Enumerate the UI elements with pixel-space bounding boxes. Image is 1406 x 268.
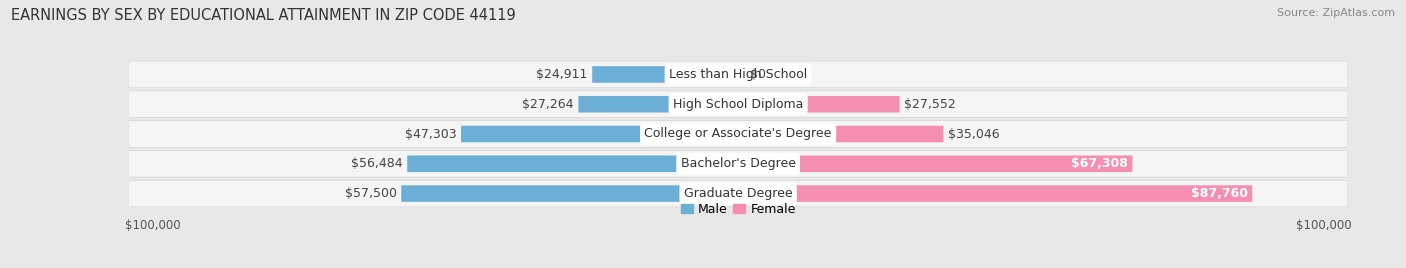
FancyBboxPatch shape — [461, 126, 738, 142]
FancyBboxPatch shape — [129, 121, 1347, 147]
Text: Source: ZipAtlas.com: Source: ZipAtlas.com — [1277, 8, 1395, 18]
Text: $56,484: $56,484 — [352, 157, 402, 170]
FancyBboxPatch shape — [129, 61, 1347, 87]
FancyBboxPatch shape — [129, 121, 1347, 147]
FancyBboxPatch shape — [129, 150, 1347, 177]
FancyBboxPatch shape — [738, 126, 943, 142]
FancyBboxPatch shape — [738, 155, 1132, 172]
Text: $27,552: $27,552 — [904, 98, 956, 111]
FancyBboxPatch shape — [129, 91, 1347, 117]
Text: $35,046: $35,046 — [948, 128, 1000, 140]
Text: $87,760: $87,760 — [1191, 187, 1247, 200]
FancyBboxPatch shape — [592, 66, 738, 83]
FancyBboxPatch shape — [401, 185, 738, 202]
Text: Bachelor's Degree: Bachelor's Degree — [681, 157, 796, 170]
FancyBboxPatch shape — [738, 185, 1253, 202]
FancyBboxPatch shape — [408, 155, 738, 172]
FancyBboxPatch shape — [129, 181, 1347, 207]
Text: $27,264: $27,264 — [522, 98, 574, 111]
Text: Graduate Degree: Graduate Degree — [683, 187, 793, 200]
Text: High School Diploma: High School Diploma — [673, 98, 803, 111]
Legend: Male, Female: Male, Female — [676, 198, 800, 221]
FancyBboxPatch shape — [129, 91, 1347, 118]
FancyBboxPatch shape — [129, 151, 1347, 177]
Text: EARNINGS BY SEX BY EDUCATIONAL ATTAINMENT IN ZIP CODE 44119: EARNINGS BY SEX BY EDUCATIONAL ATTAINMEN… — [11, 8, 516, 23]
Text: College or Associate's Degree: College or Associate's Degree — [644, 128, 832, 140]
Text: $67,308: $67,308 — [1071, 157, 1128, 170]
FancyBboxPatch shape — [578, 96, 738, 113]
FancyBboxPatch shape — [738, 96, 900, 113]
FancyBboxPatch shape — [129, 180, 1347, 207]
Text: $47,303: $47,303 — [405, 128, 457, 140]
Text: $57,500: $57,500 — [344, 187, 396, 200]
Text: $24,911: $24,911 — [536, 68, 588, 81]
FancyBboxPatch shape — [129, 61, 1347, 88]
Text: $0: $0 — [749, 68, 766, 81]
Text: Less than High School: Less than High School — [669, 68, 807, 81]
